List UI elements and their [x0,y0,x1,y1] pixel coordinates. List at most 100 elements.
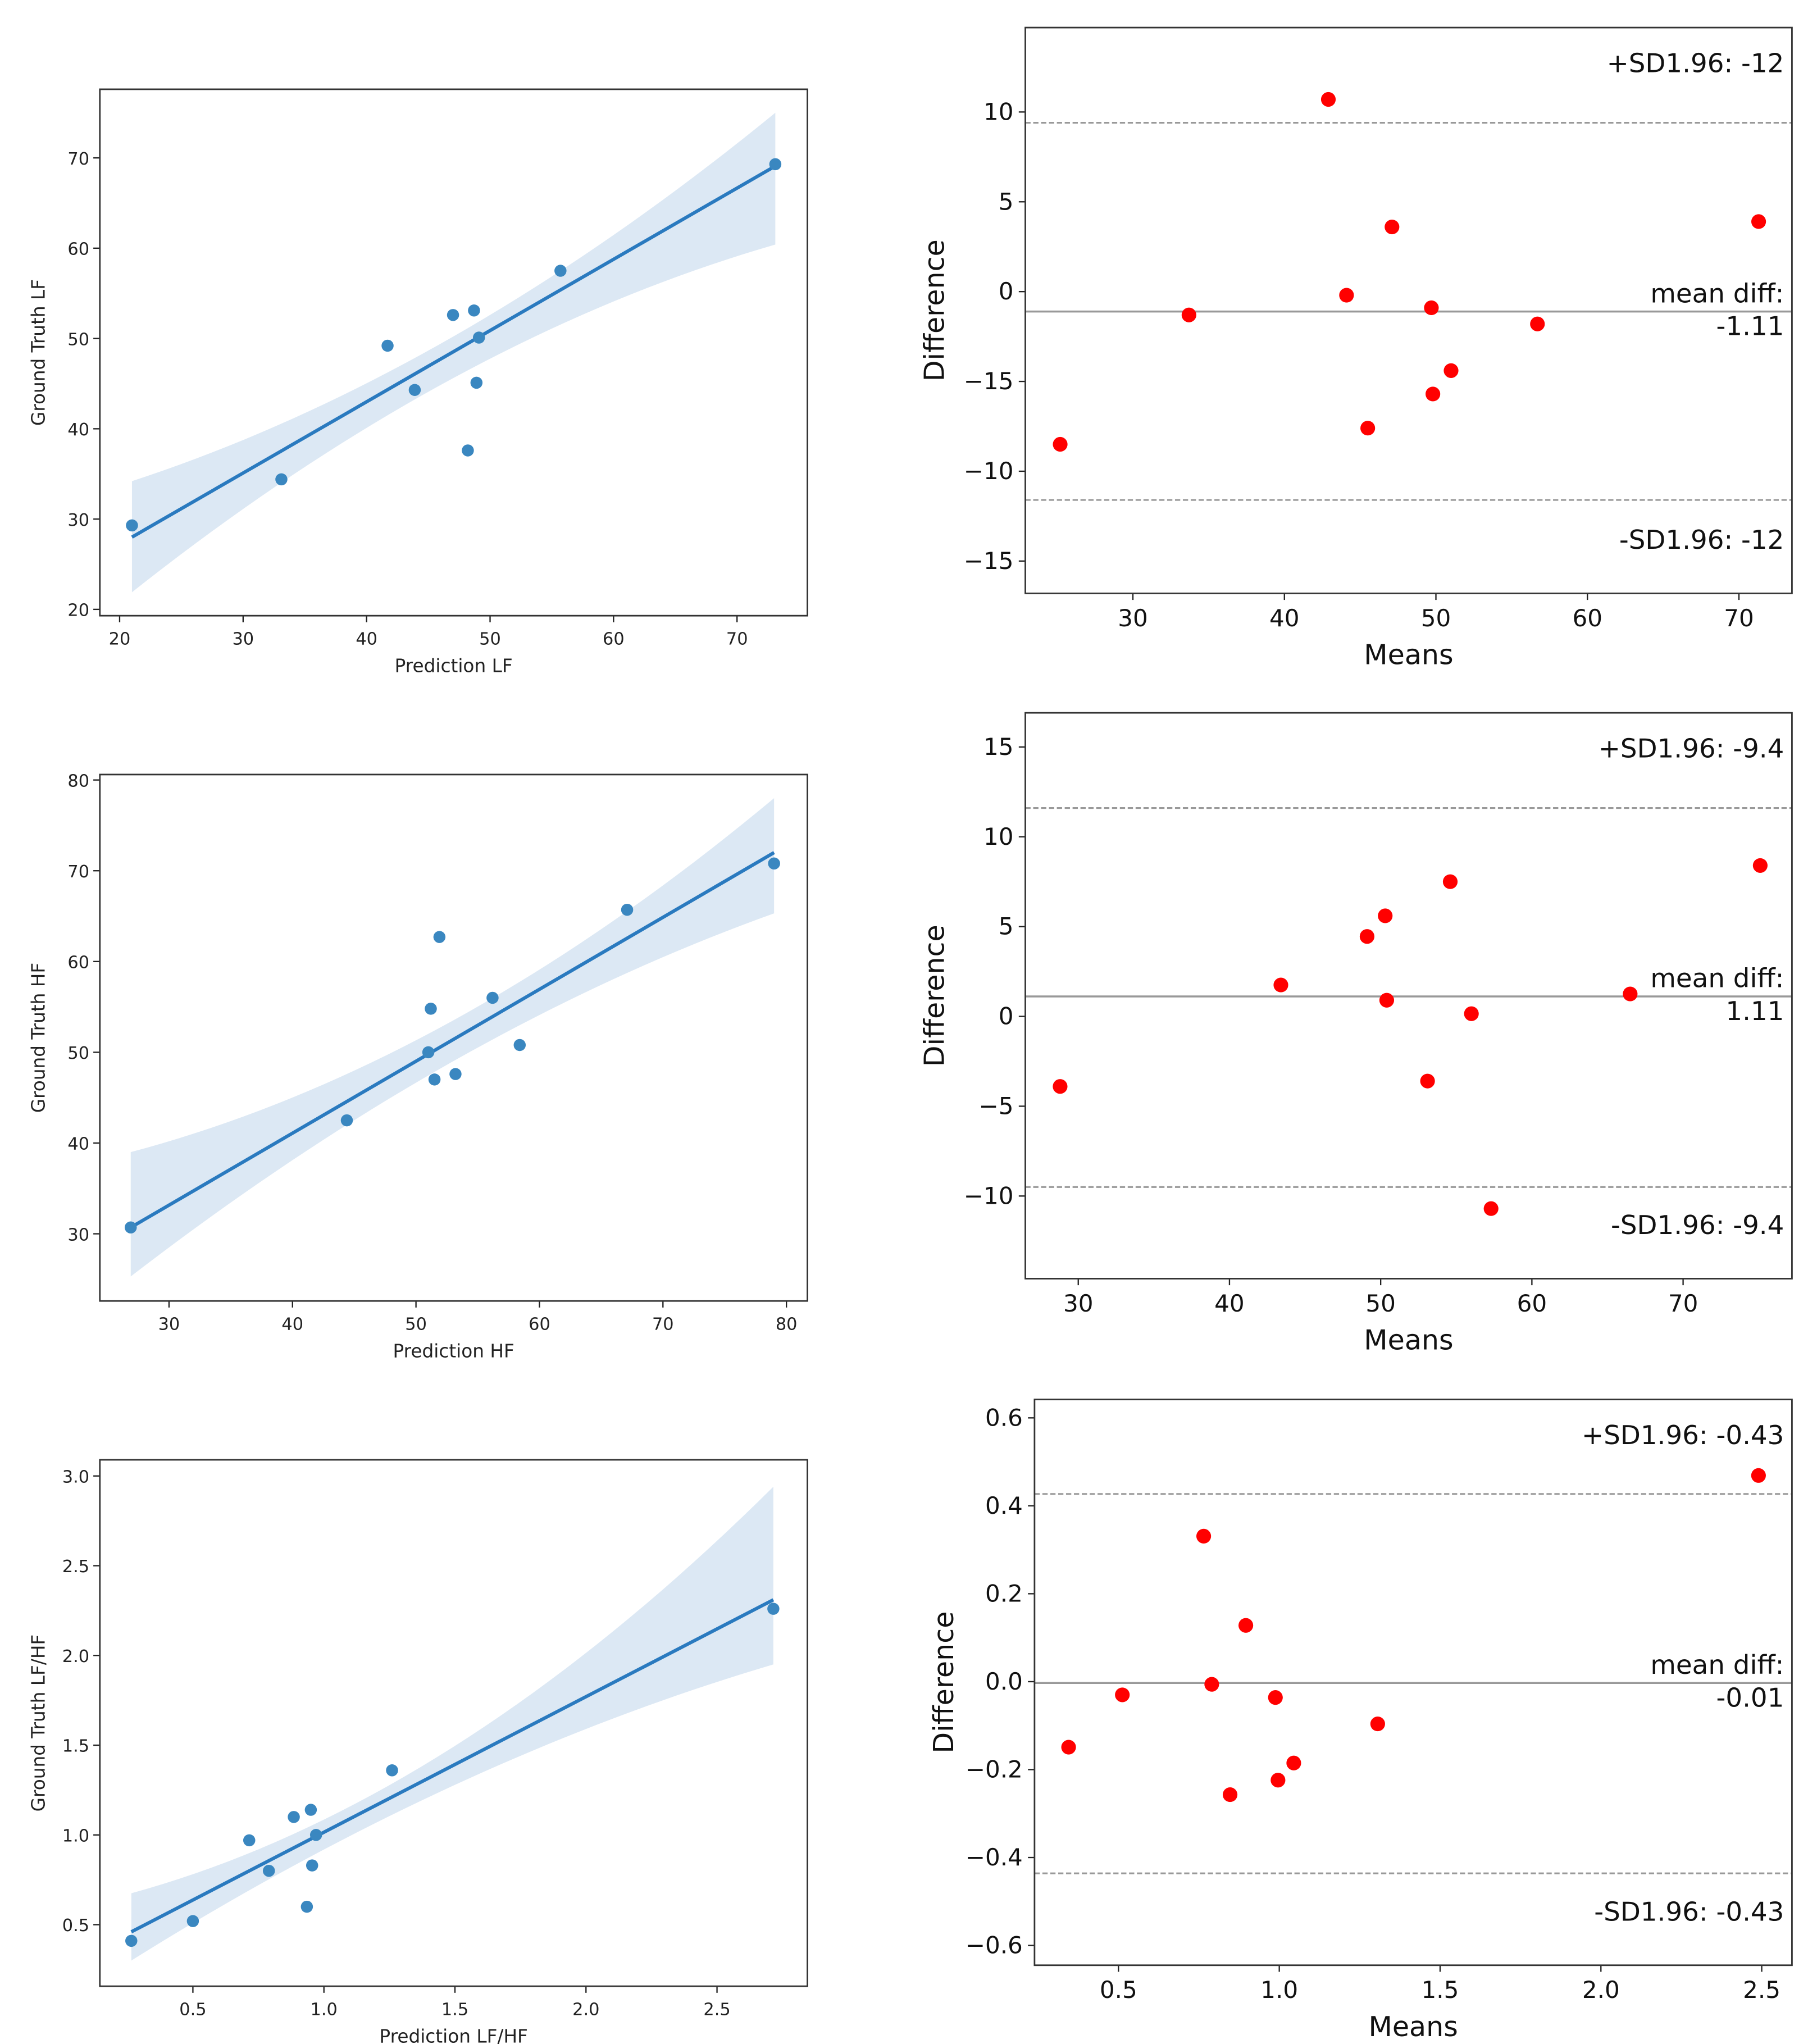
x-tick-label: 0.5 [179,2000,206,2020]
y-tick-label: −0.6 [966,1932,1023,1959]
y-tick-label: 0.0 [985,1668,1023,1695]
data-point [1424,300,1439,316]
x-tick-label: 60 [603,630,625,649]
y-tick-label: 0 [999,277,1014,305]
y-tick-label: 60 [67,953,89,972]
x-tick-label: 30 [1063,1290,1094,1317]
x-tick-label: 60 [1573,604,1603,632]
data-point [422,1046,435,1059]
y-tick-label: 70 [67,149,89,169]
y-tick-label: 30 [67,511,89,530]
regression-line [131,164,776,539]
data-point [1464,1006,1479,1021]
x-tick-label: 2.5 [1743,1976,1780,2004]
y-axis-label: Ground Truth LF/HF [28,1635,49,1812]
x-tick-label: 70 [1724,604,1754,632]
data-point [1196,1528,1212,1544]
y-tick-label: 0.6 [985,1404,1023,1431]
data-point [1238,1618,1254,1633]
y-tick-label: 1.0 [62,1826,89,1846]
y-tick-label: −10 [964,1182,1014,1209]
y-axis-label: Difference [927,1611,960,1754]
data-point [433,931,446,943]
data-point [1339,288,1354,303]
data-point [470,376,483,389]
x-tick-label: 60 [1517,1290,1547,1317]
data-point [621,903,634,916]
x-axis-label: Prediction LF [395,655,513,677]
data-point [125,1221,137,1234]
data-point [1222,1787,1238,1802]
data-point [1320,92,1336,107]
y-tick-label: −0.2 [966,1755,1023,1783]
data-point [1385,219,1400,235]
y-tick-label: 1.5 [62,1737,89,1756]
y-tick-label: 15 [983,733,1014,761]
lower-limit-label: -SD1.96: -9.4 [1611,1210,1784,1241]
mean-diff-label: mean diff: [1650,279,1784,309]
data-point [186,1915,199,1927]
y-tick-label: 40 [67,1135,89,1154]
x-tick-label: 70 [1668,1290,1698,1317]
data-point [554,265,567,277]
y-tick-label: −15 [964,547,1014,575]
y-axis-label: Ground Truth LF [28,279,49,426]
data-point [486,991,499,1004]
chart-panel-1: 20 30 40 50 60 70 20 30 40 50 60 70 Prediction LF Gro… [28,88,808,677]
regression-line [130,1598,775,1934]
mean-diff-value: -1.11 [1716,312,1784,342]
data-point [1378,908,1393,923]
data-point [1268,1690,1283,1705]
x-tick-label: 50 [1421,604,1451,632]
x-tick-label: 30 [1118,604,1148,632]
chart-panel-4: 30 40 50 60 70151050−5−10MeansDifference+SD1… [918,712,1793,1356]
x-tick-label: 0.5 [1100,1976,1137,2004]
chart-panel-2: 30 40 50 60 701050−15−10−15MeansDifference+S… [918,26,1793,671]
data-point [1443,363,1459,378]
data-point [1752,858,1768,873]
data-point [1442,874,1458,889]
data-point [1053,1079,1068,1094]
y-tick-label: 80 [67,771,89,791]
data-point [768,857,780,870]
data-point [1181,307,1196,322]
data-point [1286,1755,1301,1770]
y-tick-label: 40 [67,420,89,440]
data-point [1530,316,1545,331]
confidence-band [130,798,775,1277]
data-point [468,304,480,317]
y-axis-label: Difference [918,239,951,381]
y-tick-label: 0.4 [985,1492,1023,1519]
data-point [243,1834,256,1847]
data-point [309,1829,322,1841]
chart-panel-3: 30 40 50 60 70 80 30 40 50 60 70 80 Prediction HF Gro… [28,771,808,1362]
mean-diff-value: -0.01 [1716,1683,1784,1713]
x-tick-label: 40 [1269,604,1300,632]
mean-diff-label: mean diff: [1650,1650,1784,1681]
upper-limit-label: +SD1.96: -9.4 [1599,734,1784,764]
data-point [767,1603,780,1615]
data-point [1751,1468,1766,1483]
y-tick-label: −10 [964,457,1014,485]
plot-frame [1024,26,1793,594]
chart-panel-6: 0.5 1.0 1.5 2.0 2.5 0.6 0.4 0.2 0.0 −0.2 −0.4 −0.6 M… [927,1399,1793,2043]
x-tick-label: 2.5 [703,2000,730,2020]
data-point [408,384,421,396]
lower-limit-label: -SD1.96: -0.43 [1594,1897,1784,1927]
x-tick-label: 1.5 [441,2000,468,2020]
mean-diff-label: mean diff: [1650,964,1784,994]
data-point [449,1068,462,1080]
data-point [1623,986,1638,1001]
x-tick-label: 30 [158,1315,180,1335]
y-tick-label: 2.5 [62,1557,89,1577]
data-point [262,1864,275,1877]
y-tick-label: 0 [999,1003,1014,1030]
x-tick-label: 40 [1214,1290,1245,1317]
plot-frame [1024,712,1793,1280]
y-axis-label: Ground Truth HF [28,963,49,1113]
data-point [462,444,474,457]
data-point [275,473,288,486]
x-tick-label: 1.5 [1422,1976,1459,2004]
x-tick-label: 1.0 [311,2000,338,2020]
y-tick-label: 20 [67,601,89,621]
